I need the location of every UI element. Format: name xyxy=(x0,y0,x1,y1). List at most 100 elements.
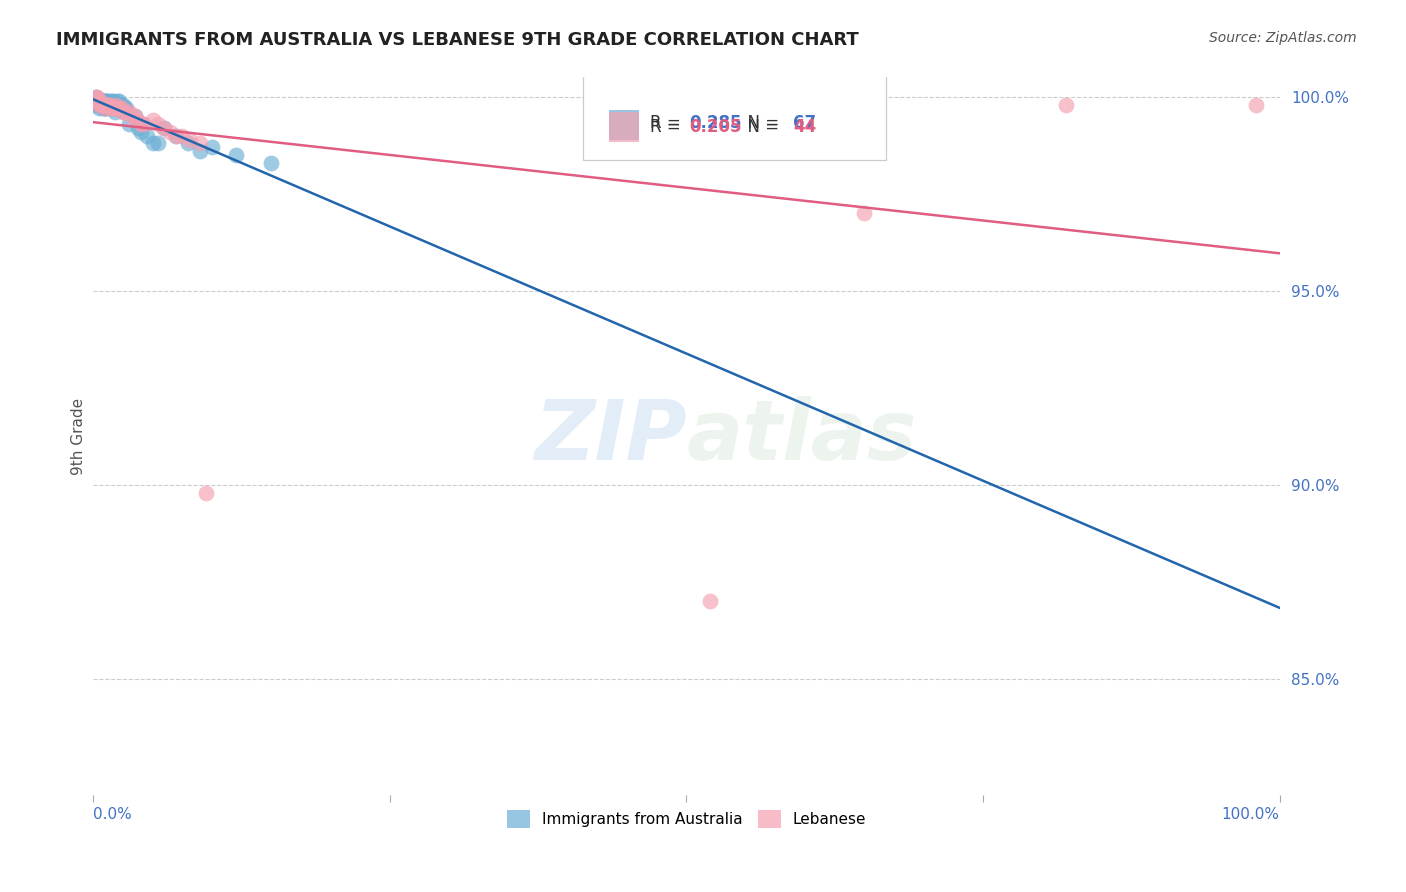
Point xyxy=(89,94,111,108)
Point xyxy=(112,105,135,120)
Text: R =: R = xyxy=(650,118,686,136)
Point xyxy=(105,102,128,116)
Legend: Immigrants from Australia, Lebanese: Immigrants from Australia, Lebanese xyxy=(501,804,872,834)
Point xyxy=(108,102,131,116)
Point xyxy=(114,105,136,120)
Text: 0.0%: 0.0% xyxy=(93,807,132,822)
Point xyxy=(97,97,120,112)
Point xyxy=(89,94,111,108)
Point xyxy=(91,97,114,112)
Point xyxy=(103,94,125,108)
Point xyxy=(111,105,134,120)
Point xyxy=(89,97,111,112)
Point xyxy=(127,120,149,135)
Point xyxy=(111,102,134,116)
Point xyxy=(101,97,124,112)
Point xyxy=(110,97,132,112)
Point xyxy=(86,97,108,112)
Point xyxy=(100,97,122,112)
Point xyxy=(1244,97,1267,112)
Point xyxy=(153,120,176,135)
Text: N =: N = xyxy=(738,118,785,136)
Point xyxy=(96,94,118,108)
Text: ZIP: ZIP xyxy=(534,396,686,477)
Point xyxy=(93,102,115,116)
Point xyxy=(89,94,111,108)
Point xyxy=(87,94,110,108)
Point xyxy=(103,102,125,116)
Point xyxy=(1054,97,1077,112)
Point xyxy=(115,102,138,116)
Point xyxy=(114,102,136,116)
Point xyxy=(134,117,156,131)
Y-axis label: 9th Grade: 9th Grade xyxy=(72,398,86,475)
FancyBboxPatch shape xyxy=(583,56,886,160)
Point xyxy=(98,97,121,112)
Point xyxy=(94,94,117,108)
Point xyxy=(188,144,211,158)
Point xyxy=(124,109,146,123)
Text: IMMIGRANTS FROM AUSTRALIA VS LEBANESE 9TH GRADE CORRELATION CHART: IMMIGRANTS FROM AUSTRALIA VS LEBANESE 9T… xyxy=(56,31,859,49)
Point xyxy=(105,102,128,116)
Point xyxy=(124,109,146,123)
Point xyxy=(148,136,170,151)
Point xyxy=(90,97,112,112)
Point xyxy=(105,94,128,108)
Point xyxy=(103,105,125,120)
Point xyxy=(132,117,155,131)
Point xyxy=(87,97,110,112)
Point xyxy=(91,102,114,116)
Point xyxy=(96,97,118,112)
Point xyxy=(97,102,120,116)
Point xyxy=(96,102,118,116)
Text: Source: ZipAtlas.com: Source: ZipAtlas.com xyxy=(1209,31,1357,45)
Point xyxy=(96,97,118,112)
Point xyxy=(90,97,112,112)
Point xyxy=(86,94,108,108)
Point xyxy=(100,102,122,116)
Point xyxy=(853,206,876,220)
Point xyxy=(111,102,134,116)
Text: atlas: atlas xyxy=(686,396,917,477)
Point xyxy=(111,97,134,112)
Point xyxy=(94,94,117,108)
Point xyxy=(141,136,163,151)
Point xyxy=(86,94,108,108)
Point xyxy=(135,128,157,143)
Point xyxy=(87,94,110,108)
Text: 0.205: 0.205 xyxy=(689,118,741,136)
Point xyxy=(165,128,187,143)
Point xyxy=(98,94,121,108)
Point xyxy=(127,113,149,128)
Point xyxy=(153,120,176,135)
Point xyxy=(86,90,108,104)
Point xyxy=(165,128,187,143)
Point xyxy=(90,97,112,112)
Point xyxy=(87,102,110,116)
Point xyxy=(159,125,181,139)
Text: 44: 44 xyxy=(793,118,817,136)
Point xyxy=(84,90,107,104)
Point xyxy=(97,97,120,112)
Point xyxy=(94,97,117,112)
Point xyxy=(118,105,141,120)
Point xyxy=(87,97,110,112)
Point xyxy=(177,136,200,151)
Point xyxy=(194,485,217,500)
Text: 67: 67 xyxy=(793,114,817,132)
Point xyxy=(260,156,283,170)
Point xyxy=(87,94,110,108)
Point xyxy=(225,148,247,162)
Point xyxy=(108,94,131,108)
Point xyxy=(87,97,110,112)
Point xyxy=(94,102,117,116)
Point xyxy=(101,94,124,108)
Point xyxy=(84,90,107,104)
Point xyxy=(103,102,125,116)
Point xyxy=(91,97,114,112)
Point xyxy=(107,102,129,116)
Point xyxy=(96,94,118,108)
Point xyxy=(93,94,115,108)
Point xyxy=(87,94,110,108)
Point xyxy=(94,102,117,116)
